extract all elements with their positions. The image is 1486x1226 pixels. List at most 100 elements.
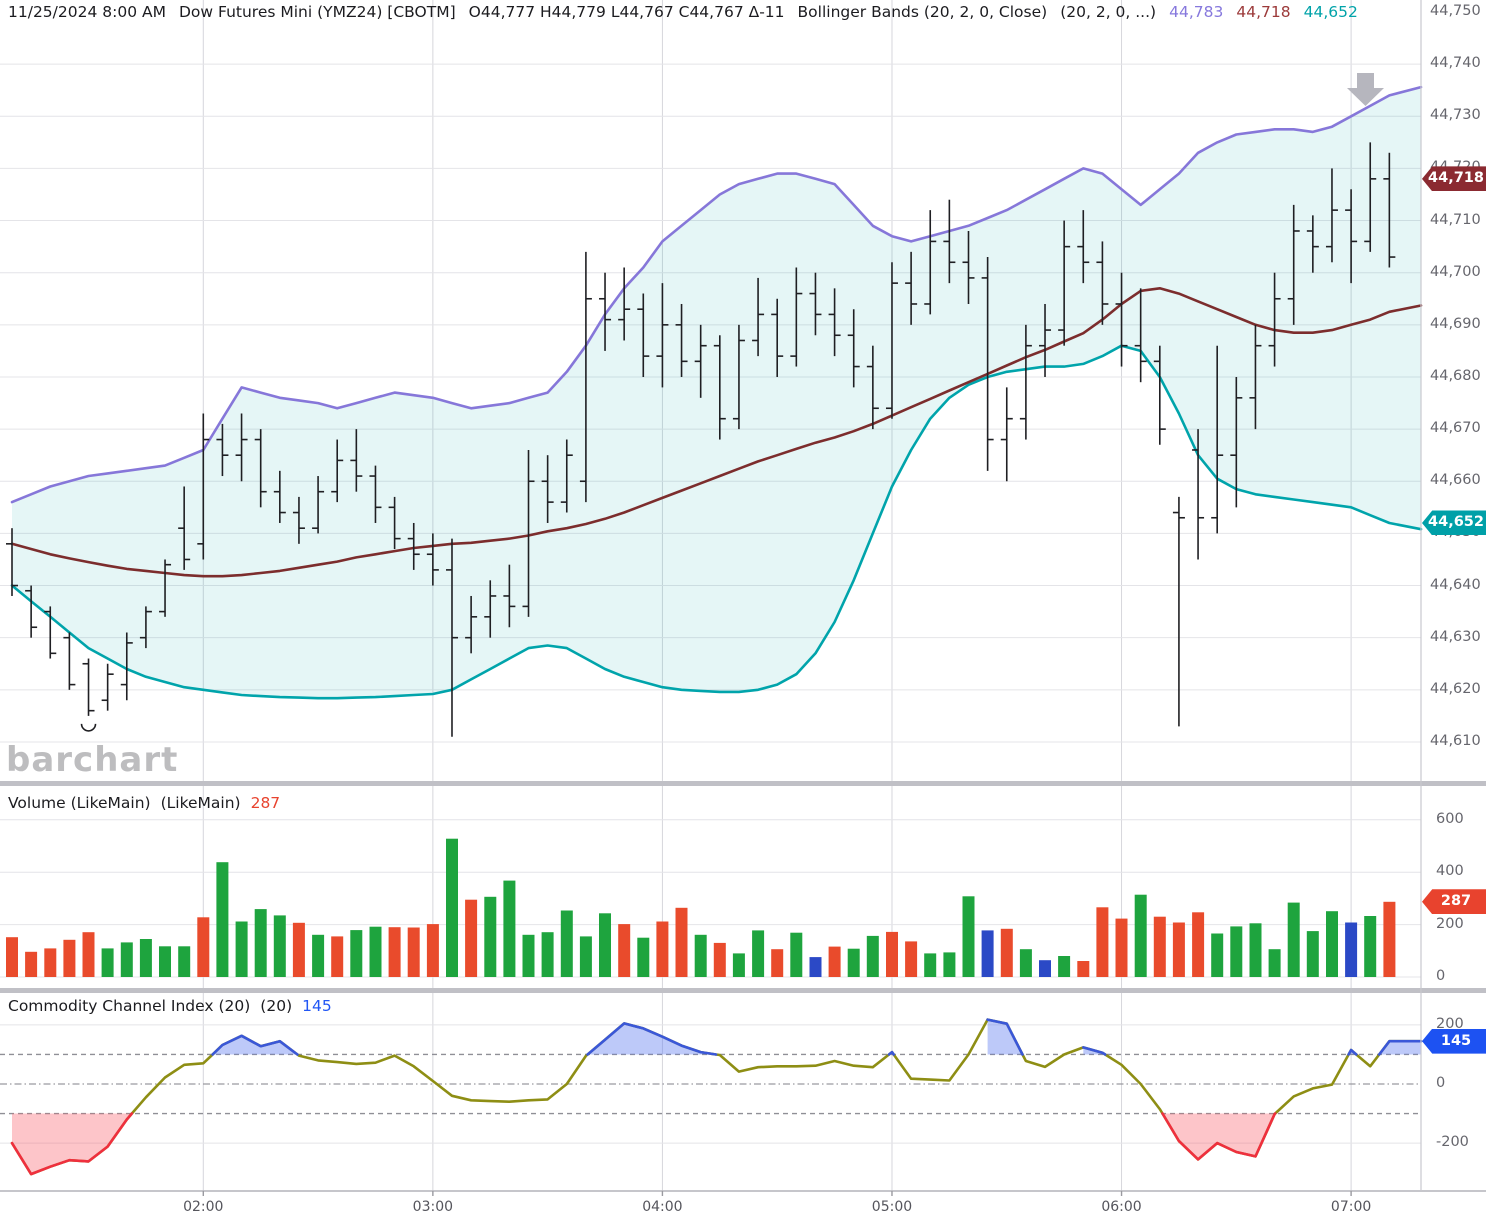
ohlc-bar[interactable]: [962, 230, 975, 304]
ohlc-bar[interactable]: [618, 267, 631, 341]
volume-bar[interactable]: [369, 926, 382, 977]
volume-bar[interactable]: [1077, 961, 1090, 977]
volume-bar[interactable]: [579, 936, 592, 977]
ohlc-bar[interactable]: [1345, 189, 1358, 284]
ohlc-bar[interactable]: [197, 413, 210, 560]
ohlc-bar[interactable]: [1364, 142, 1377, 252]
volume-bar[interactable]: [1058, 956, 1071, 977]
volume-bar[interactable]: [1019, 949, 1032, 977]
ohlc-bar[interactable]: [905, 251, 918, 325]
volume-bar[interactable]: [197, 917, 210, 977]
ohlc-bar[interactable]: [1172, 496, 1185, 727]
ohlc-bar[interactable]: [235, 413, 248, 482]
ohlc-bar[interactable]: [1096, 241, 1109, 325]
header-study-label[interactable]: Bollinger Bands (20, 2, 0, Close): [797, 3, 1048, 21]
ohlc-bar[interactable]: [159, 559, 172, 617]
volume-bar[interactable]: [790, 932, 803, 977]
volume-bar[interactable]: [254, 909, 267, 977]
ohlc-bar[interactable]: [101, 663, 114, 711]
ohlc-bar[interactable]: [522, 449, 535, 617]
ohlc-bar[interactable]: [541, 455, 554, 523]
volume-bar[interactable]: [1039, 960, 1051, 977]
volume-bar[interactable]: [25, 951, 38, 977]
ohlc-bar[interactable]: [579, 251, 592, 503]
volume-bar[interactable]: [522, 934, 535, 977]
volume-bar[interactable]: [656, 921, 669, 978]
volume-bar[interactable]: [752, 930, 765, 977]
ohlc-bar[interactable]: [656, 283, 669, 388]
ohlc-bar[interactable]: [63, 632, 76, 690]
ohlc-bar[interactable]: [6, 528, 18, 596]
volume-bar[interactable]: [1364, 916, 1377, 977]
volume-title[interactable]: Volume (LikeMain): [8, 794, 151, 812]
ohlc-bar[interactable]: [675, 303, 688, 377]
ohlc-bar[interactable]: [331, 439, 344, 503]
ohlc-bar[interactable]: [694, 324, 707, 398]
ohlc-bar[interactable]: [924, 210, 937, 315]
ohlc-bar[interactable]: [1192, 429, 1205, 560]
volume-bar[interactable]: [1192, 912, 1205, 977]
ohlc-bar[interactable]: [885, 262, 898, 419]
ohlc-bar[interactable]: [713, 335, 726, 440]
volume-bar[interactable]: [1383, 901, 1396, 977]
volume-bar[interactable]: [962, 896, 975, 977]
ohlc-bar[interactable]: [1249, 324, 1262, 430]
ohlc-bar[interactable]: [866, 345, 879, 430]
ohlc-bar[interactable]: [637, 293, 650, 377]
ohlc-bar[interactable]: [44, 606, 57, 659]
volume-bar[interactable]: [1306, 931, 1319, 977]
volume-bar[interactable]: [886, 931, 898, 977]
ohlc-bar[interactable]: [752, 277, 765, 357]
volume-bar[interactable]: [981, 930, 994, 977]
ohlc-bar[interactable]: [828, 288, 841, 357]
volume-bar[interactable]: [1096, 907, 1109, 977]
volume-title-params[interactable]: (LikeMain): [160, 794, 241, 812]
volume-bar[interactable]: [1153, 916, 1166, 977]
volume-bar[interactable]: [866, 935, 879, 977]
volume-bar[interactable]: [1172, 922, 1185, 978]
volume-bar[interactable]: [331, 936, 344, 977]
volume-bar[interactable]: [1230, 926, 1243, 977]
volume-bar[interactable]: [1287, 902, 1300, 977]
cci-title[interactable]: Commodity Channel Index (20): [8, 997, 251, 1015]
ohlc-bar[interactable]: [847, 309, 860, 388]
volume-bar[interactable]: [1134, 894, 1147, 977]
ohlc-bar[interactable]: [82, 658, 95, 716]
ohlc-bar[interactable]: [25, 585, 38, 638]
volume-bar[interactable]: [139, 939, 152, 977]
volume-bar[interactable]: [235, 921, 248, 978]
ohlc-bar[interactable]: [445, 538, 458, 737]
volume-bar[interactable]: [1000, 928, 1013, 977]
ohlc-bar[interactable]: [1325, 168, 1338, 263]
volume-bar[interactable]: [732, 953, 745, 977]
volume-bar[interactable]: [120, 942, 133, 977]
volume-bar[interactable]: [63, 939, 76, 977]
ohlc-bar[interactable]: [981, 257, 994, 471]
volume-bar[interactable]: [1326, 911, 1338, 977]
ohlc-bar[interactable]: [1287, 204, 1300, 325]
volume-bar[interactable]: [82, 932, 95, 977]
download-arrow-icon[interactable]: [1347, 73, 1384, 106]
volume-bar[interactable]: [159, 946, 171, 977]
volume-bar[interactable]: [1115, 918, 1128, 977]
ohlc-bar[interactable]: [465, 595, 478, 654]
volume-bar[interactable]: [273, 915, 286, 977]
ohlc-bar[interactable]: [350, 429, 363, 492]
volume-bar[interactable]: [560, 910, 573, 978]
volume-bar[interactable]: [350, 930, 363, 977]
ohlc-bar[interactable]: [1115, 272, 1128, 367]
ohlc-bar[interactable]: [292, 496, 305, 544]
ohlc-bar[interactable]: [254, 429, 267, 508]
volume-bar[interactable]: [1249, 923, 1262, 977]
ohlc-bar[interactable]: [216, 423, 229, 477]
ohlc-bar[interactable]: [388, 496, 401, 550]
volume-bar[interactable]: [905, 941, 918, 977]
volume-bar[interactable]: [713, 942, 726, 977]
volume-bar[interactable]: [828, 946, 841, 977]
ohlc-bar[interactable]: [1077, 210, 1090, 284]
ohlc-bar[interactable]: [1383, 152, 1396, 268]
ohlc-bar[interactable]: [273, 470, 286, 523]
ohlc-bar[interactable]: [1306, 215, 1319, 273]
volume-bar[interactable]: [44, 948, 57, 977]
volume-bar[interactable]: [809, 957, 822, 977]
